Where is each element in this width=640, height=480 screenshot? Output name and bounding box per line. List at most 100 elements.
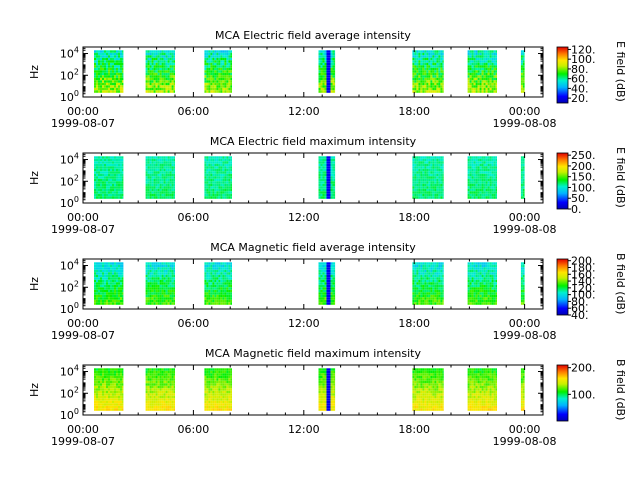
data-cell bbox=[469, 75, 472, 78]
data-cell bbox=[334, 193, 336, 197]
data-cell bbox=[328, 188, 331, 192]
data-cell bbox=[483, 163, 486, 167]
data-cell bbox=[495, 166, 497, 169]
data-cell bbox=[165, 173, 168, 177]
data-cell bbox=[147, 188, 150, 192]
data-cell bbox=[420, 287, 423, 290]
y-axis-label: Hz bbox=[28, 171, 41, 185]
data-cell bbox=[479, 292, 482, 295]
data-cell bbox=[412, 75, 415, 78]
data-cell bbox=[153, 158, 156, 162]
data-cell bbox=[330, 262, 333, 265]
data-cell bbox=[481, 60, 484, 63]
data-cell bbox=[122, 75, 124, 78]
data-cell bbox=[428, 284, 431, 288]
data-cell bbox=[122, 171, 124, 174]
data-cell bbox=[495, 264, 497, 268]
data-cell bbox=[481, 168, 484, 172]
data-cell bbox=[436, 161, 439, 164]
data-cell bbox=[430, 287, 433, 290]
data-cell bbox=[114, 274, 116, 278]
data-cell bbox=[322, 62, 325, 66]
data-cell bbox=[220, 173, 223, 177]
data-cell bbox=[434, 171, 437, 174]
data-cell bbox=[222, 90, 225, 93]
data-cell bbox=[216, 277, 219, 280]
x-tick-label: 18:00 bbox=[398, 211, 430, 224]
data-cell bbox=[165, 269, 168, 273]
data-cell bbox=[320, 80, 323, 83]
data-cell bbox=[226, 72, 229, 76]
data-cell bbox=[228, 183, 231, 187]
data-cell bbox=[118, 82, 120, 86]
data-cell bbox=[153, 188, 156, 192]
data-cell bbox=[467, 294, 470, 298]
data-cell bbox=[100, 269, 102, 273]
data-cell bbox=[320, 196, 323, 199]
data-cell bbox=[112, 370, 114, 374]
data-cell bbox=[210, 87, 213, 91]
data-cell bbox=[318, 178, 321, 182]
data-cell bbox=[489, 302, 492, 305]
data-cell bbox=[418, 173, 421, 177]
data-cell bbox=[430, 284, 433, 288]
data-cell bbox=[522, 262, 525, 265]
data-cell bbox=[114, 70, 116, 73]
data-cell bbox=[145, 193, 148, 197]
data-cell bbox=[438, 302, 441, 305]
data-cell bbox=[104, 67, 106, 71]
spectrogram-data bbox=[94, 368, 525, 411]
data-cell bbox=[224, 183, 227, 187]
data-cell bbox=[330, 85, 333, 88]
data-cell bbox=[493, 294, 496, 298]
data-cell bbox=[165, 166, 168, 169]
data-cell bbox=[326, 292, 329, 295]
data-cell bbox=[151, 292, 154, 295]
data-cell bbox=[430, 302, 433, 305]
data-cell bbox=[471, 70, 474, 73]
data-cell bbox=[489, 52, 492, 56]
data-cell bbox=[318, 183, 321, 187]
data-cell bbox=[216, 50, 219, 53]
data-cell bbox=[118, 302, 120, 305]
data-cell bbox=[228, 188, 231, 192]
data-cell bbox=[442, 163, 444, 167]
data-cell bbox=[426, 156, 429, 159]
colorbar-label: B field (dB) bbox=[614, 253, 627, 314]
data-cell bbox=[218, 269, 221, 273]
data-cell bbox=[114, 269, 116, 273]
data-cell bbox=[102, 264, 104, 268]
data-cell bbox=[161, 168, 164, 172]
data-cell bbox=[94, 60, 96, 63]
data-cell bbox=[106, 380, 108, 384]
data-cell bbox=[475, 269, 478, 273]
data-cell bbox=[324, 166, 327, 169]
data-cell bbox=[426, 87, 429, 91]
data-cell bbox=[204, 75, 207, 78]
data-cell bbox=[157, 67, 160, 71]
data-cell bbox=[106, 173, 108, 177]
data-cell bbox=[120, 282, 122, 285]
data-cell bbox=[418, 166, 421, 169]
data-cell bbox=[491, 264, 494, 268]
data-cell bbox=[416, 269, 419, 273]
data-cell bbox=[483, 75, 486, 78]
data-cell bbox=[218, 196, 221, 199]
data-cell bbox=[169, 287, 172, 290]
data-cell bbox=[485, 274, 488, 278]
data-cell bbox=[520, 282, 523, 285]
data-cell bbox=[424, 294, 427, 298]
data-cell bbox=[324, 264, 327, 268]
data-cell bbox=[485, 75, 488, 78]
data-cell bbox=[214, 158, 217, 162]
data-cell bbox=[416, 70, 419, 73]
data-cell bbox=[226, 297, 229, 300]
data-cell bbox=[328, 284, 331, 288]
data-cell bbox=[418, 274, 421, 278]
data-cell bbox=[122, 70, 124, 73]
data-cell bbox=[328, 50, 331, 53]
data-cell bbox=[163, 87, 166, 91]
data-cell bbox=[475, 158, 478, 162]
data-cell bbox=[206, 188, 209, 192]
data-cell bbox=[122, 163, 124, 167]
